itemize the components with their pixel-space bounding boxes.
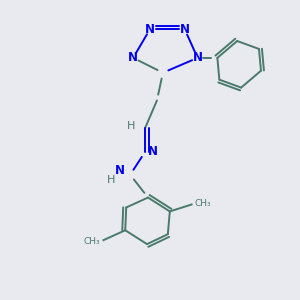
Text: N: N xyxy=(115,164,125,177)
Text: H: H xyxy=(127,121,135,131)
Text: N: N xyxy=(148,146,158,158)
Text: N: N xyxy=(180,22,190,36)
Text: CH₃: CH₃ xyxy=(84,237,100,246)
Text: N: N xyxy=(193,51,202,64)
Text: H: H xyxy=(107,175,116,185)
Text: CH₃: CH₃ xyxy=(195,199,211,208)
Text: N: N xyxy=(145,22,155,36)
Text: N: N xyxy=(128,51,138,64)
